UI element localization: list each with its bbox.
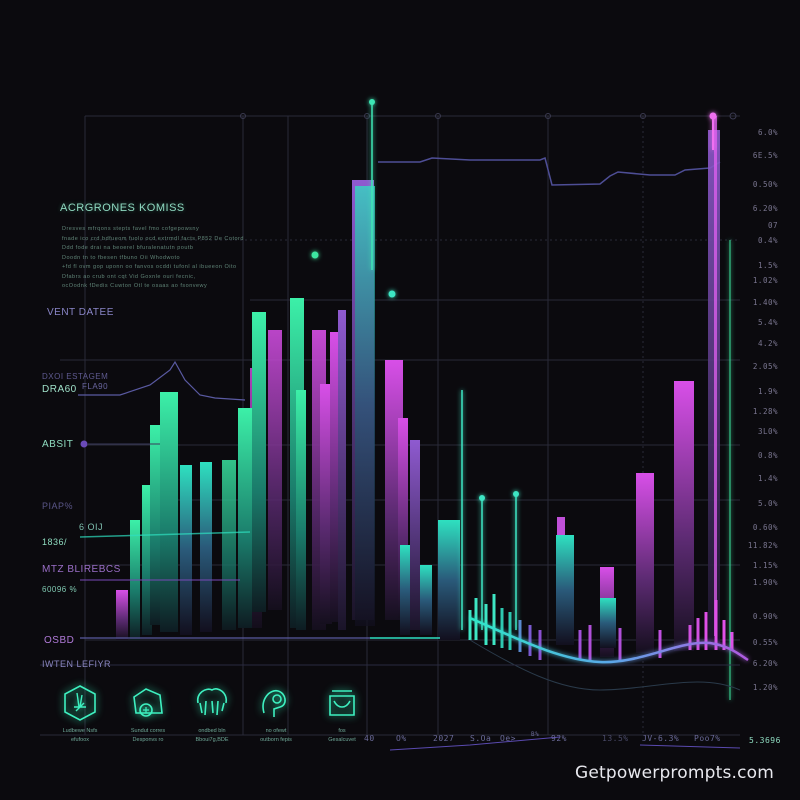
y-tick: 6.20% xyxy=(752,659,778,668)
description-line: Dfabrs ao crub ont cqt Vid Goxnle ouri f… xyxy=(62,273,196,280)
y-tick: 0.4% xyxy=(757,236,778,245)
label-1836: 1836/ xyxy=(42,537,68,547)
description-line: Doodn tn to fbesen tfbuno Oii Whodwoto xyxy=(62,254,181,261)
label-dra60: DRA60 xyxy=(42,384,77,395)
label-fla90: FLA90 xyxy=(82,382,109,391)
x-tick: B% xyxy=(531,731,540,738)
label-piap: PIAP% xyxy=(42,501,74,511)
y-tick: 0.55% xyxy=(752,638,778,647)
label-mtz-blirebcs: MTZ BLIREBCS xyxy=(42,564,121,575)
y-tick: 11.82% xyxy=(747,541,778,550)
y-tick: 1.9% xyxy=(757,387,778,396)
x-tick: 2027 xyxy=(433,734,455,743)
x-tick: Poo7% xyxy=(694,734,721,743)
x-tick: 13.5% xyxy=(602,734,629,743)
person-profile-icon xyxy=(256,683,296,723)
x-tick: Oe> xyxy=(500,734,516,743)
panel-description: Dresves mfrqons stepts favel fmo cofgepo… xyxy=(62,225,252,292)
y-tick: 5.4% xyxy=(757,318,778,327)
y-tick: 5.0% xyxy=(757,499,778,508)
y-tick: 1.28% xyxy=(752,407,778,416)
y-tick: 2.05% xyxy=(752,362,778,371)
y-tick: 0.8% xyxy=(757,451,778,460)
wave-line xyxy=(469,616,749,664)
icon-caption: Sundut corres Desponvs ro xyxy=(130,728,166,743)
hexagon-spark-icon xyxy=(60,683,100,723)
y-tick: 0.90% xyxy=(752,612,778,621)
x-tick: 92% xyxy=(551,734,567,743)
label-vent-datee: VENT DATEE xyxy=(47,307,114,318)
description-line: +fd fl ovm gop uponn oo fanvos ocddi tuf… xyxy=(62,264,237,270)
small-bars xyxy=(468,594,734,660)
y-tick: 3L0% xyxy=(757,427,778,436)
label-dxoi-estagem: DXOI ESTAGEM xyxy=(42,372,109,381)
description-line: Ddd fode drai na beoerel bfuralenatutn p… xyxy=(62,245,194,251)
watermark: Getpowerprompts.com xyxy=(575,763,775,783)
y-tick: 0.60% xyxy=(752,523,778,532)
y-tick: 6.20% xyxy=(752,204,778,213)
label-absit: ABSIT xyxy=(42,439,74,450)
icon-caption: no ofewt outborn fepis xyxy=(260,728,292,743)
x-axis-end-value: 5.3696 xyxy=(749,736,781,745)
icon-caption: ondbed bln Bboui7g,BDE xyxy=(195,728,229,743)
y-tick: 1.02% xyxy=(752,276,778,285)
panel-title: ACRGRONES KOMISS xyxy=(60,202,185,214)
stack-jar-icon xyxy=(322,683,362,723)
label-6oij: 6 OIJ xyxy=(79,522,104,532)
box-coin-icon xyxy=(128,683,168,723)
y-tick: 4.2% xyxy=(757,339,778,348)
teal-bars xyxy=(130,186,616,648)
trend-line xyxy=(378,156,721,186)
y-tick: 1.40% xyxy=(752,298,778,307)
y-tick: 07 xyxy=(767,221,778,230)
cloud-drip-icon xyxy=(192,683,232,723)
x-tick: 40 xyxy=(364,734,375,743)
x-tick: O% xyxy=(396,734,407,743)
label-60096: 60096 % xyxy=(42,585,78,594)
y-tick: 6E.5% xyxy=(752,151,778,160)
y-tick: 0.50% xyxy=(752,180,778,189)
y-tick: 1.90% xyxy=(752,578,778,587)
label-osbd: OSBD xyxy=(44,635,75,646)
y-tick: 1.20% xyxy=(752,683,778,692)
description-line: fnade ico crd bdfueom fuolo ocd extrmdl … xyxy=(62,235,244,242)
y-tick: 1.4% xyxy=(757,474,778,483)
y-tick: 6.0% xyxy=(757,128,778,137)
spike-markers xyxy=(311,99,731,700)
label-iwten-lefiyr: IWTEN LEFIYR xyxy=(42,659,112,669)
icon-caption: fos Gesalcuvet xyxy=(328,728,356,743)
description-line: Dresves mfrqons stepts favel fmo cofgepo… xyxy=(62,226,200,232)
description-line: ocOodnk fDedis Cuwton Otl te osaas ao fs… xyxy=(62,283,208,289)
x-tick: JV-6.3% xyxy=(642,734,680,743)
x-tick: S.Oa xyxy=(470,734,492,743)
y-tick: 1.5% xyxy=(757,261,778,270)
icon-caption: Ludbewe Nsfs efufoox xyxy=(62,728,98,743)
y-tick: 1.15% xyxy=(752,561,778,570)
